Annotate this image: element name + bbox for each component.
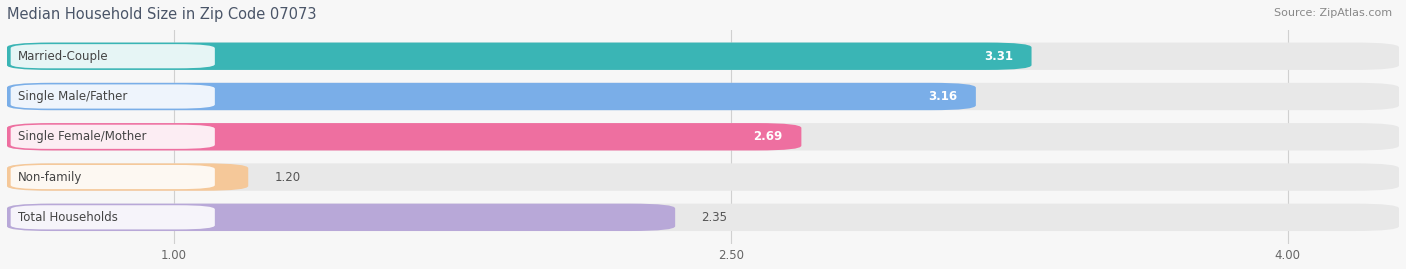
Text: 2.69: 2.69 — [754, 130, 783, 143]
Text: Total Households: Total Households — [18, 211, 118, 224]
Text: 2.35: 2.35 — [702, 211, 727, 224]
FancyBboxPatch shape — [11, 84, 215, 109]
FancyBboxPatch shape — [7, 163, 1399, 191]
Text: Single Female/Mother: Single Female/Mother — [18, 130, 146, 143]
Text: Married-Couple: Married-Couple — [18, 50, 108, 63]
FancyBboxPatch shape — [7, 123, 801, 150]
FancyBboxPatch shape — [11, 44, 215, 68]
FancyBboxPatch shape — [7, 204, 1399, 231]
Text: 3.31: 3.31 — [984, 50, 1012, 63]
Text: Source: ZipAtlas.com: Source: ZipAtlas.com — [1274, 8, 1392, 18]
FancyBboxPatch shape — [7, 163, 249, 191]
Text: Single Male/Father: Single Male/Father — [18, 90, 128, 103]
Text: Median Household Size in Zip Code 07073: Median Household Size in Zip Code 07073 — [7, 7, 316, 22]
Text: 3.16: 3.16 — [928, 90, 957, 103]
FancyBboxPatch shape — [7, 204, 675, 231]
Text: Non-family: Non-family — [18, 171, 83, 183]
Text: 1.20: 1.20 — [274, 171, 301, 183]
FancyBboxPatch shape — [11, 205, 215, 229]
FancyBboxPatch shape — [7, 83, 1399, 110]
FancyBboxPatch shape — [11, 165, 215, 189]
FancyBboxPatch shape — [7, 43, 1399, 70]
FancyBboxPatch shape — [11, 125, 215, 149]
FancyBboxPatch shape — [7, 83, 976, 110]
FancyBboxPatch shape — [7, 43, 1032, 70]
FancyBboxPatch shape — [7, 123, 1399, 150]
